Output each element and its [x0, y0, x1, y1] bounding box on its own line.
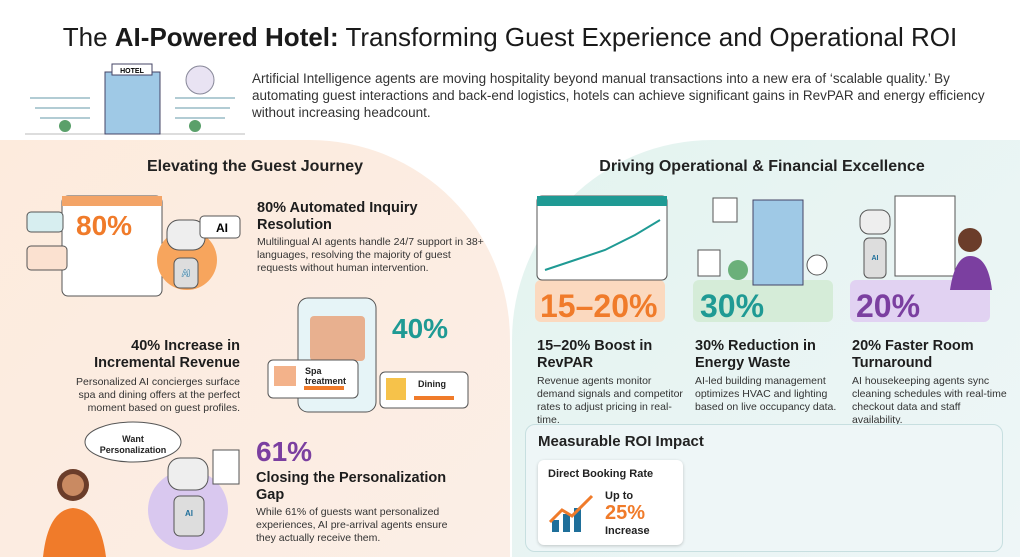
personalization-illustration: AI [43, 421, 240, 557]
title: The AI-Powered Hotel: Transforming Guest… [0, 22, 1020, 53]
stat: 80% [76, 210, 133, 241]
title-bold: AI-Powered Hotel: [114, 22, 339, 52]
item-body: While 61% of guests want personalized ex… [256, 506, 448, 544]
roi-suffix: Increase [605, 525, 650, 537]
roi-card [538, 460, 683, 545]
energy-illustration [693, 197, 833, 322]
stat: 61% [256, 436, 313, 467]
hotel-illustration: HOTEL [25, 63, 245, 135]
revpar-illustration [535, 195, 668, 322]
ops-heading: Driving Operational & Financial Excellen… [599, 158, 925, 175]
card-title: Direct Booking Rate [548, 468, 654, 480]
roi-prefix: Up to [605, 490, 634, 502]
title-rest: Transforming Guest Experience and Operat… [345, 22, 958, 52]
roi-heading: Measurable ROI Impact [538, 433, 704, 450]
growth-icon [548, 494, 594, 532]
roi-value: 25% [605, 502, 646, 524]
item-body: AI housekeeping agents sync cleaning sch… [852, 375, 1007, 426]
translate-icon: AI [216, 221, 228, 235]
intro: Artificial Intelligence agents are movin… [252, 71, 985, 120]
item-title: 80% Automated Inquiry Resolution [257, 200, 418, 233]
item-body: Multilingual AI agents handle 24/7 suppo… [257, 236, 484, 274]
inquiry-illustration: AI AI [26, 195, 241, 297]
item-body: AI-led building management optimizes HVA… [695, 375, 837, 413]
stat: 30% [700, 288, 765, 324]
item-title: 30% Reduction in Energy Waste [695, 338, 816, 371]
item-body: Personalized AI concierges surface spa a… [75, 376, 240, 414]
item-body: Revenue agents monitor demand signals an… [537, 375, 683, 426]
speech-bubble: Want Personalization [99, 434, 167, 455]
item-title: 15–20% Boost in RevPAR [537, 338, 653, 371]
guest-heading: Elevating the Guest Journey [146, 158, 364, 175]
ai-badge: AI [872, 255, 879, 262]
ai-badge: AI [182, 269, 190, 278]
item-title: 40% Increase in Incremental Revenue [94, 338, 240, 371]
housekeeping-illustration: AI [850, 195, 992, 322]
stat: 20% [856, 288, 921, 324]
item-title: Closing the Personalization Gap [256, 470, 447, 503]
offer-label: Spa treatment [305, 366, 347, 386]
stat: 40% [392, 313, 449, 344]
hotel-sign: HOTEL [120, 68, 144, 75]
offer-label: Dining [418, 379, 446, 389]
stat: 15–20% [540, 288, 658, 324]
offers-illustration [267, 297, 469, 413]
title-prefix: The [62, 22, 108, 52]
item-title: 20% Faster Room Turnaround [852, 338, 974, 371]
ai-badge: AI [185, 509, 193, 518]
